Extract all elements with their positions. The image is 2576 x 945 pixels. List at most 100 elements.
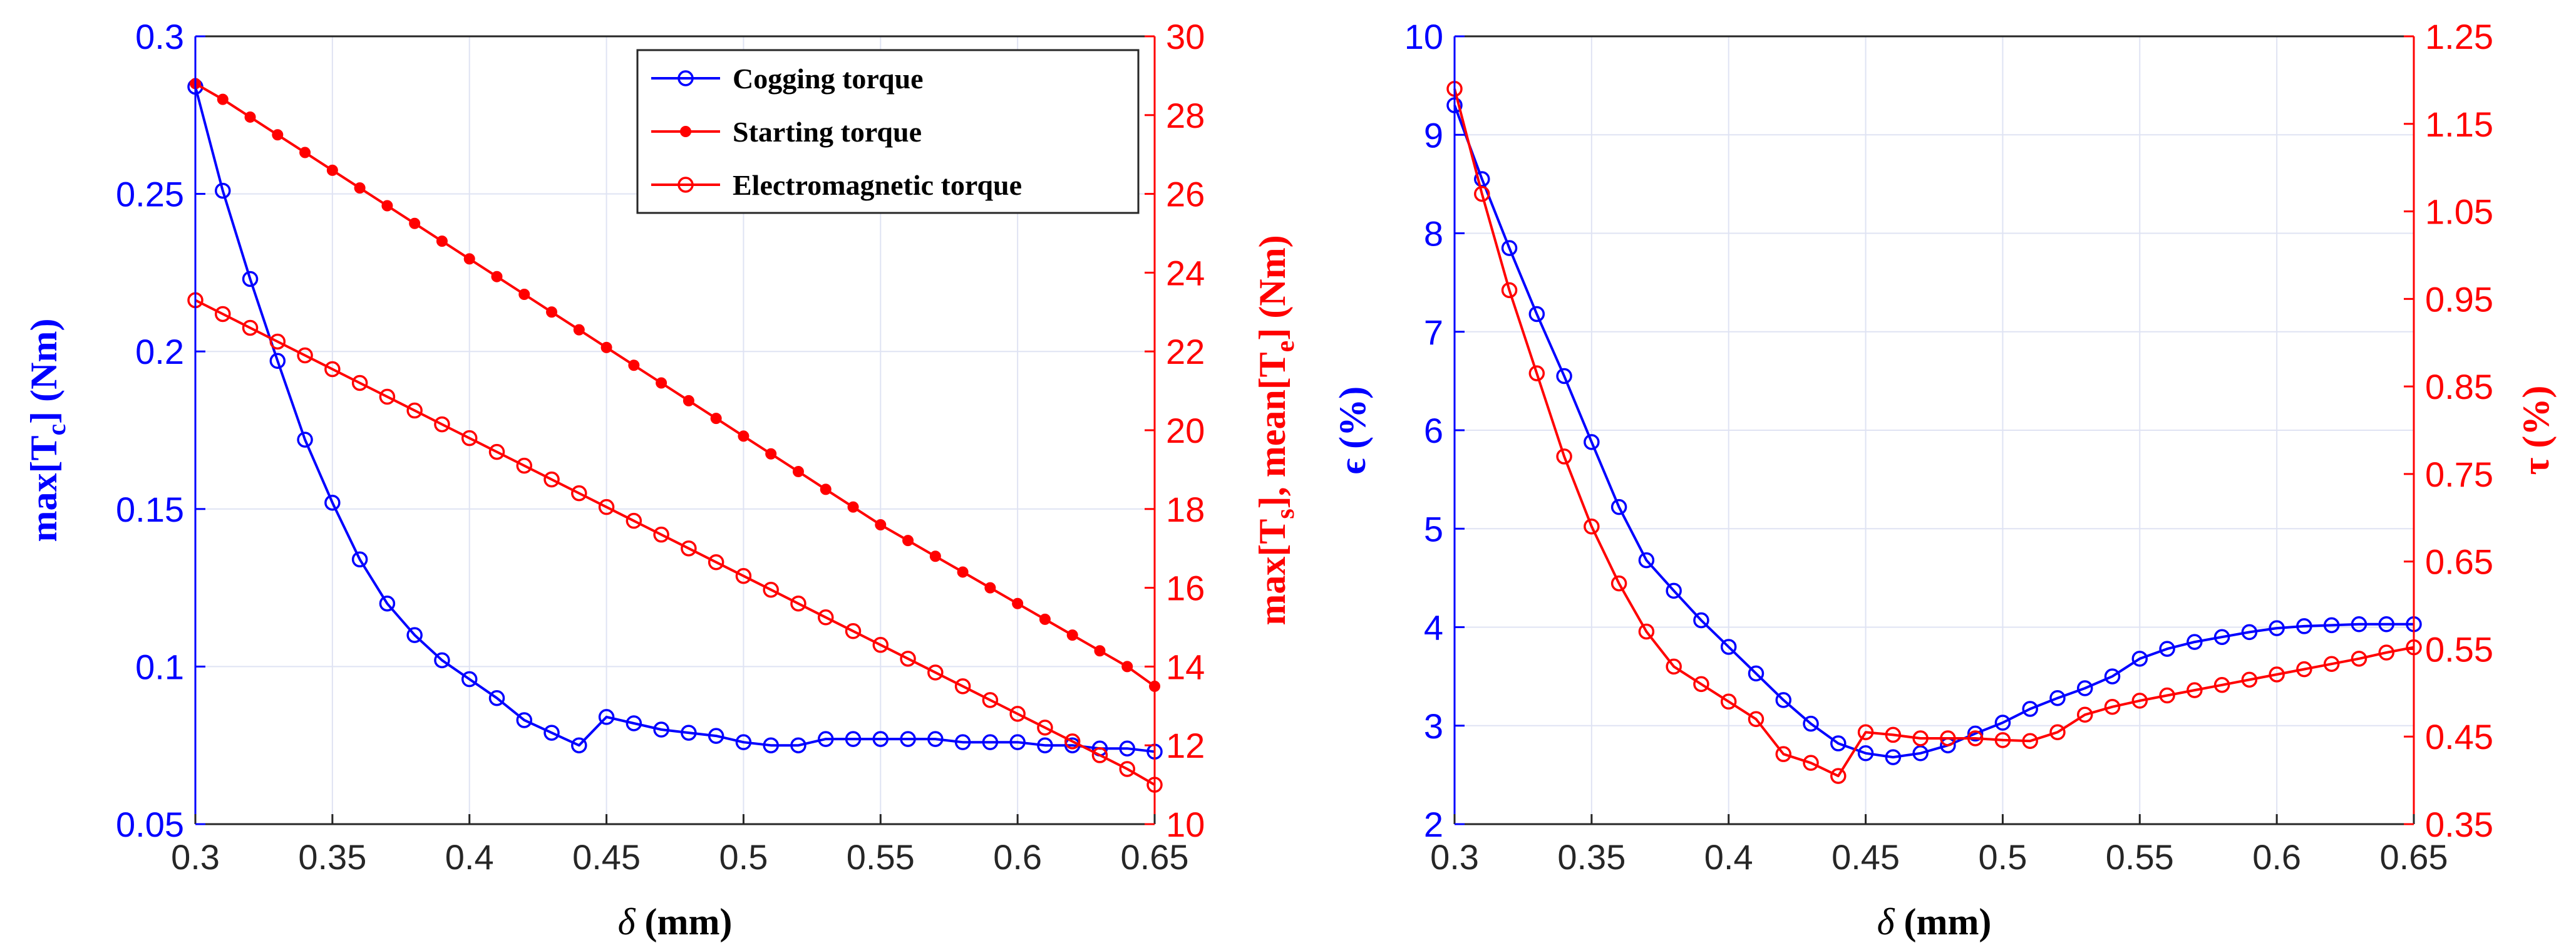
left-data-point — [299, 147, 311, 158]
left-data-point — [461, 671, 478, 688]
left-data-point — [434, 652, 450, 669]
left-data-point — [1009, 734, 1026, 750]
right-data-point — [1666, 658, 1682, 675]
right-y-tick-label-left: 9 — [1424, 115, 1443, 155]
right-data-point — [1638, 552, 1655, 569]
right-data-point — [1501, 240, 1518, 256]
left-data-point — [544, 725, 560, 741]
left-data-point — [845, 623, 862, 639]
right-data-point — [1885, 726, 1902, 743]
right-series-line — [1453, 105, 2414, 759]
left-data-point — [351, 374, 368, 391]
left-data-point — [626, 512, 642, 529]
right-x-tick-label: 0.55 — [2106, 837, 2174, 877]
left-chart: 0.3 0.35 0.4 0.45 0.5 0.55 0.6 0.65 0.05 0.1 0.15… — [23, 17, 1300, 942]
right-y-tick-label-left: 5 — [1424, 509, 1443, 549]
right-ylabel-s2: e — [1271, 341, 1300, 353]
right-data-point — [2269, 666, 2285, 683]
right-y-tick-label-right: 0.45 — [2425, 717, 2493, 757]
right-data-point — [1803, 755, 1819, 771]
legend-marker-cogging — [677, 70, 694, 86]
right-data-point — [1803, 715, 1819, 732]
left-data-point — [820, 483, 832, 495]
right-data-point — [1775, 692, 1792, 708]
right-data-point — [1720, 639, 1737, 655]
left-data-point — [354, 182, 366, 194]
right-chart: 0.3 0.35 0.4 0.45 0.5 0.55 0.6 0.65 2345678910 … — [1332, 17, 2557, 942]
left-data-point — [817, 731, 834, 747]
right-data-point — [1720, 693, 1737, 710]
right-y-tick-label-left: 8 — [1424, 214, 1443, 254]
left-x-tick-label: 0.3 — [171, 837, 220, 877]
right-data-point — [1693, 676, 1709, 693]
left-data-point — [463, 253, 475, 265]
right-series-line — [1453, 88, 2414, 778]
right-data-point — [1556, 448, 1572, 465]
left-data-point — [1094, 645, 1106, 657]
right-data-point — [2187, 634, 2203, 650]
left-data-point — [1012, 597, 1024, 609]
left-data-point — [516, 457, 533, 474]
left-data-point — [708, 728, 724, 744]
left-x-axis-label: δ (mm) — [618, 901, 733, 942]
right-y-tick-label-right: 1.15 — [2425, 105, 2493, 144]
left-data-point — [546, 306, 558, 318]
left-data-point — [845, 731, 862, 747]
right-x-tick-label: 0.4 — [1704, 837, 1753, 877]
left-data-point — [571, 737, 587, 753]
right-y-tick-label-right: 0.55 — [2425, 629, 2493, 669]
right-series-series-1 — [1446, 81, 2422, 784]
left-data-point — [436, 235, 448, 247]
right-data-point — [2131, 651, 2148, 667]
right-data-point — [2076, 706, 2093, 723]
right-data-point — [2323, 656, 2340, 672]
right-data-point — [2351, 651, 2367, 667]
right-data-point — [1967, 725, 1984, 742]
left-series-starting-torque — [190, 78, 1160, 692]
left-data-point — [406, 627, 423, 643]
left-data-point — [929, 550, 941, 562]
right-data-point — [2049, 689, 2066, 706]
right-data-point — [2187, 682, 2203, 698]
left-y-tick-label-left: 0.1 — [135, 647, 184, 686]
left-data-point — [516, 712, 533, 728]
right-data-point — [2378, 644, 2394, 661]
left-data-point — [1066, 629, 1078, 641]
right-data-point — [2131, 693, 2148, 709]
left-x-tick-label: 0.55 — [847, 837, 915, 877]
left-data-point — [571, 485, 587, 502]
left-data-point — [598, 498, 615, 515]
left-data-point — [763, 737, 779, 753]
right-data-point — [1967, 730, 1984, 746]
left-data-point — [297, 431, 313, 448]
left-y-tick-label-right: 30 — [1166, 17, 1205, 56]
left-data-point — [872, 731, 889, 747]
left-data-point — [817, 609, 834, 626]
left-data-point — [242, 271, 259, 287]
right-y-tick-label-right: 0.65 — [2425, 542, 2493, 582]
right-data-point — [1528, 365, 1545, 381]
left-y-ticks-left: 0.05 0.1 0.15 0.2 0.25 0.3 — [116, 17, 205, 844]
left-x-tick-label: 0.45 — [572, 837, 641, 877]
right-data-point — [1584, 434, 1600, 450]
right-data-point — [2022, 701, 2038, 717]
right-data-point — [1857, 745, 1874, 762]
right-y-ticks-right: 0.35 0.45 0.55 0.65 0.75 0.85 0.95 1.05 1.15 1.25 — [2404, 17, 2493, 844]
left-data-point — [1119, 761, 1135, 777]
left-y-axis-label-left: max[Tc] (Nm) — [23, 319, 71, 542]
right-y-tick-label-right: 0.75 — [2425, 455, 2493, 494]
legend-entry-electromagnetic: Electromagnetic torque — [651, 169, 1022, 201]
left-data-point — [324, 494, 341, 511]
right-data-point — [1474, 185, 1490, 202]
left-data-point — [1009, 706, 1026, 722]
legend-marker-electromagnetic — [677, 177, 694, 193]
right-series — [1446, 81, 2422, 784]
legend-entry-starting: Starting torque — [651, 116, 922, 148]
right-data-point — [2104, 668, 2121, 684]
left-y-tick-label-left: 0.25 — [116, 175, 184, 214]
left-data-point — [491, 271, 503, 282]
right-y-tick-label-left: 4 — [1424, 608, 1443, 648]
right-data-point — [2296, 618, 2312, 634]
left-x-tick-label: 0.65 — [1121, 837, 1189, 877]
right-data-point — [1857, 724, 1874, 740]
